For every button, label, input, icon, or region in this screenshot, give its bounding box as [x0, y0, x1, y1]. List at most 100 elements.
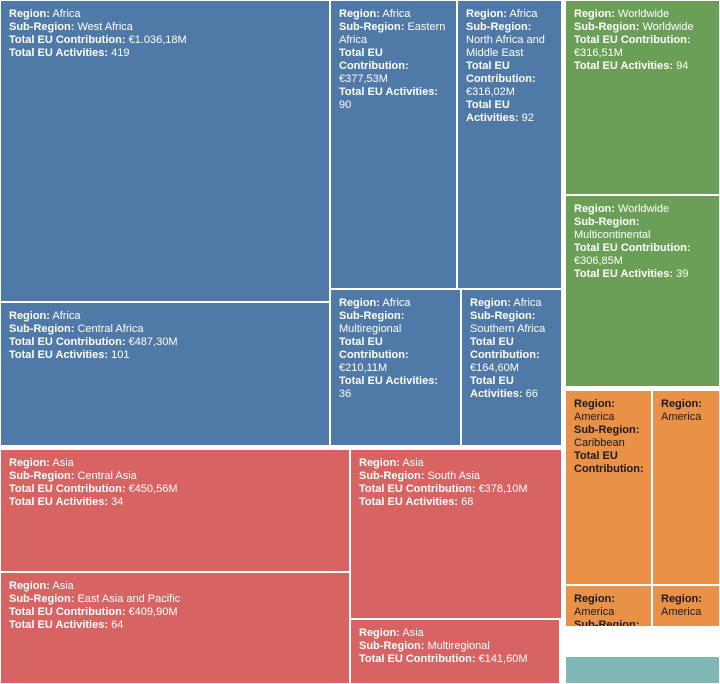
tile-activities-line: Total EU Activities: 68 [359, 496, 553, 509]
tile-contribution-line: Total EU Contribution: €450,56M [9, 483, 341, 496]
tile-region-line: Region: Africa [339, 8, 448, 21]
tile-field-label: Total EU Contribution: [574, 34, 691, 46]
tile-region-line: Region: Worldwide [574, 8, 711, 21]
tile-region-value: Africa [382, 8, 411, 20]
tile-region-line: Region: Africa [339, 297, 452, 310]
tile-region-line: Region: Africa [9, 8, 321, 21]
tile-sub-region-line: Sub-Region: Worldwide [574, 21, 711, 34]
tile-field-label: Total EU Activities: [9, 496, 109, 508]
treemap-tile[interactable]: Region: America Sub-Region: Caribbean Tota… [565, 390, 652, 585]
treemap-tile[interactable]: Region: America [652, 585, 720, 627]
treemap-tile[interactable]: Region: America Sub-Region: [565, 585, 652, 627]
treemap-tile[interactable]: Region: Africa Sub-Region: Eastern Africa… [330, 0, 457, 289]
tile-activities-line: Total EU Activities: 92 [466, 99, 553, 125]
tile-region-line: Region: America [661, 593, 711, 619]
tile-sub-region-value: Worldwide [642, 21, 694, 33]
tile-sub-region-line: Sub-Region: Eastern Africa [339, 21, 448, 47]
tile-field-label: Total EU Contribution: [574, 242, 691, 254]
tile-field-label: Total EU Contribution: [466, 60, 536, 85]
tile-field-label: Region: [470, 297, 511, 309]
tile-region-line: Region: Africa [466, 8, 553, 21]
tile-sub-region-value: Caribbean [574, 437, 625, 449]
tile-field-label: Region: [339, 8, 380, 20]
tile-region-value: Africa [509, 8, 538, 20]
treemap-tile[interactable]: Region: Worldwide Sub-Region: Worldwide To… [565, 0, 720, 195]
tile-field-label: Total EU Contribution: [339, 336, 409, 361]
treemap-tile[interactable]: Region: Asia Sub-Region: Central Asia Tota… [0, 449, 350, 572]
tile-region-line: Region: Africa [9, 310, 321, 323]
tile-contribution-line: Total EU Contribution: €141,60M [359, 653, 551, 666]
tile-field-label: Total EU Activities: [574, 268, 674, 280]
treemap-tile[interactable]: Region: Africa Sub-Region: North Africa a… [457, 0, 562, 289]
tile-contribution-value: €210,11M [339, 362, 388, 374]
tile-contribution-line: Total EU Contribution: €378,10M [359, 483, 553, 496]
tile-field-label: Region: [9, 580, 50, 592]
tile-activities-value: 419 [111, 47, 130, 59]
tile-field-label: Region: [9, 457, 50, 469]
tile-region-value: Africa [52, 310, 81, 322]
tile-field-label: Total EU Contribution: [574, 450, 644, 475]
treemap-tile[interactable] [565, 656, 720, 684]
tile-contribution-value: €316,02M [466, 86, 515, 98]
tile-field-label: Region: [359, 627, 400, 639]
tile-sub-region-line: Sub-Region: Caribbean [574, 424, 643, 450]
treemap-tile[interactable]: Region: Africa Sub-Region: Southern Afric… [461, 289, 562, 446]
tile-sub-region-line: Sub-Region: Multiregional [339, 310, 452, 336]
tile-activities-line: Total EU Activities: 66 [470, 375, 553, 401]
tile-region-value: Worldwide [618, 8, 670, 20]
tile-region-value: Worldwide [618, 203, 670, 215]
tile-contribution-line: Total EU Contribution: €1.036,18M [9, 34, 321, 47]
tile-sub-region-value: Multiregional [339, 323, 402, 335]
tile-field-label: Total EU Activities: [359, 496, 459, 508]
tile-region-value: Asia [52, 580, 74, 592]
tile-contribution-value: €450,56M [128, 483, 178, 495]
tile-contribution-value: €378,10M [478, 483, 528, 495]
tile-activities-line: Total EU Activities: 90 [339, 86, 448, 112]
tile-region-line: Region: Asia [359, 457, 553, 470]
tile-contribution-value: €409,90M [128, 606, 178, 618]
tile-activities-value: 34 [111, 496, 124, 508]
tile-field-label: Region: [661, 398, 702, 410]
tile-region-value: Asia [402, 627, 424, 639]
treemap-tile[interactable]: Region: Asia Sub-Region: South Asia Total … [350, 449, 562, 619]
tile-sub-region-value: South Asia [427, 470, 481, 482]
tile-sub-region-value: Eastern Africa [339, 21, 446, 46]
tile-activities-value: 66 [525, 388, 538, 400]
treemap-tile[interactable]: Region: Asia Sub-Region: Multiregional Tot… [350, 619, 560, 684]
tile-activities-value: 36 [339, 388, 352, 400]
tile-activities-value: 101 [111, 349, 130, 361]
tile-region-value: Asia [52, 457, 74, 469]
tile-sub-region-line: Sub-Region: [574, 619, 643, 626]
treemap-tile[interactable]: Region: Asia Sub-Region: East Asia and Pa… [0, 572, 350, 684]
tile-sub-region-line: Sub-Region: Central Africa [9, 323, 321, 336]
tile-field-label: Region: [9, 310, 50, 322]
tile-sub-region-line: Sub-Region: North Africa and Middle East [466, 21, 553, 60]
tile-region-line: Region: Asia [9, 457, 341, 470]
tile-field-label: Total EU Contribution: [470, 336, 540, 361]
treemap-tile[interactable]: Region: Africa Sub-Region: Multiregional T… [330, 289, 461, 446]
tile-field-label: Sub-Region: [9, 593, 75, 605]
tile-field-label: Sub-Region: [466, 21, 532, 33]
tile-sub-region-line: Sub-Region: West Africa [9, 21, 321, 34]
tile-contribution-line: Total EU Contribution: €210,11M [339, 336, 452, 375]
treemap-tile[interactable]: Region: Worldwide Sub-Region: Multicontin… [565, 195, 720, 387]
tile-field-label: Sub-Region: [359, 640, 425, 652]
tile-activities-line: Total EU Activities: 94 [574, 60, 711, 73]
tile-contribution-value: €164,60M [470, 362, 519, 374]
tile-activities-value: 90 [339, 99, 352, 111]
tile-field-label: Total EU Activities: [9, 47, 109, 59]
tile-field-label: Total EU Activities: [9, 619, 109, 631]
tile-region-line: Region: Asia [9, 580, 341, 593]
tile-contribution-line: Total EU Contribution: €164,60M [470, 336, 553, 375]
treemap-tile[interactable]: Region: Africa Sub-Region: Central Africa… [0, 302, 330, 446]
treemap-tile[interactable]: Region: America [652, 390, 720, 585]
tile-contribution-value: €1.036,18M [128, 34, 187, 46]
tile-field-label: Total EU Activities: [9, 349, 109, 361]
treemap-tile[interactable]: Region: Africa Sub-Region: West Africa Tot… [0, 0, 330, 302]
tile-contribution-line: Total EU Contribution: €409,90M [9, 606, 341, 619]
tile-field-label: Sub-Region: [359, 470, 425, 482]
tile-contribution-line: Total EU Contribution: [574, 450, 644, 476]
tile-activities-line: Total EU Activities: 36 [339, 375, 452, 401]
tile-region-value: America [574, 411, 615, 423]
tile-field-label: Region: [574, 593, 615, 605]
